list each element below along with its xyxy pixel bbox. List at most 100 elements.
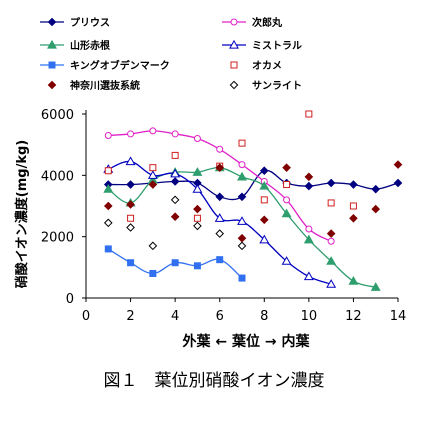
- data-point: [149, 164, 157, 172]
- data-point: [259, 215, 269, 225]
- data-point: [349, 213, 358, 223]
- series: [103, 156, 337, 288]
- data-point: [125, 156, 136, 166]
- data-point: [126, 180, 135, 189]
- legend-swatch-marker: [47, 39, 57, 49]
- data-point: [326, 279, 337, 288]
- data-point: [171, 259, 179, 267]
- data-point: [305, 225, 313, 233]
- x-axis-title: 外葉 ← 葉位 → 内葉: [183, 333, 311, 350]
- legend-item: キングオブデンマーク: [40, 59, 170, 72]
- legend-item: オカメ: [230, 60, 282, 72]
- data-point: [193, 204, 202, 214]
- data-point: [349, 202, 357, 210]
- x-tick-label: 8: [260, 309, 268, 324]
- data-point: [170, 195, 180, 205]
- data-point: [237, 171, 247, 181]
- data-point: [104, 131, 112, 139]
- legend-swatch-marker: [48, 61, 56, 69]
- data-point: [305, 110, 313, 118]
- legend-item: サンライト: [229, 80, 302, 92]
- legend-label: ミストラル: [252, 40, 302, 52]
- legend-label: キングオブデンマーク: [70, 59, 170, 72]
- data-point: [237, 216, 247, 225]
- data-point: [259, 166, 269, 176]
- data-point: [238, 161, 246, 169]
- data-point: [127, 259, 135, 267]
- data-point: [126, 200, 135, 209]
- x-tick-label: 10: [301, 309, 318, 324]
- series: [103, 195, 247, 251]
- data-point: [127, 130, 135, 138]
- data-point: [259, 180, 270, 190]
- legend-label: オカメ: [252, 60, 282, 72]
- data-point: [237, 241, 247, 251]
- data-point: [192, 167, 203, 176]
- data-point: [149, 127, 157, 135]
- series: [104, 245, 246, 282]
- data-point: [103, 201, 113, 211]
- y-axis-title: 硝酸イオン濃度(mg/kg): [14, 140, 30, 288]
- data-point: [326, 229, 336, 238]
- x-tick-label: 0: [82, 309, 90, 324]
- data-point: [283, 196, 291, 204]
- x-tick-label: 6: [216, 309, 224, 324]
- x-tick-label: 2: [126, 309, 134, 324]
- data-point: [103, 218, 113, 228]
- legend-swatch-marker: [230, 18, 238, 26]
- legend-swatch-marker: [47, 17, 57, 27]
- data-point: [281, 256, 292, 265]
- data-point: [215, 192, 225, 202]
- data-point: [170, 168, 181, 178]
- legend-swatch-marker: [229, 39, 239, 49]
- data-point: [303, 234, 314, 244]
- data-point: [215, 229, 225, 238]
- y-tick-label: 6000: [41, 108, 74, 123]
- data-point: [393, 178, 403, 188]
- data-point: [104, 245, 112, 253]
- data-point: [260, 196, 268, 204]
- axes: 0 2 4 6 8 10 12 14 0 2000 4000 6000 外葉 ← 葉位 → 内葉 硝酸イオ…: [14, 108, 406, 350]
- data-point: [127, 214, 135, 222]
- legend-item: 次郎丸: [222, 16, 283, 29]
- data-point: [192, 184, 203, 193]
- data-point: [370, 282, 381, 291]
- legend-item: 山形赤根: [40, 39, 110, 52]
- legend-swatch-marker: [229, 80, 239, 90]
- data-point: [327, 237, 335, 245]
- data-point: [193, 262, 201, 270]
- y-tick-label: 0: [66, 292, 74, 307]
- data-point: [349, 180, 358, 189]
- data-point: [103, 184, 114, 193]
- legend-item: ミストラル: [222, 39, 302, 52]
- data-point: [149, 269, 157, 277]
- data-point: [193, 214, 201, 222]
- x-tick-label: 4: [171, 309, 179, 324]
- data-point: [304, 181, 314, 191]
- series-line: [107, 166, 376, 288]
- data-point: [214, 213, 225, 222]
- data-point: [281, 208, 292, 218]
- y-tick-label: 2000: [41, 231, 74, 246]
- data-point: [259, 234, 270, 244]
- data-point: [237, 233, 247, 243]
- legend-item: プリウス: [40, 16, 110, 29]
- legend-item: 神奈川選抜系統: [47, 79, 140, 92]
- data-point: [215, 163, 225, 172]
- data-point: [371, 204, 381, 214]
- data-point: [327, 199, 335, 207]
- data-point: [126, 223, 135, 232]
- legend-label: 神奈川選抜系統: [70, 79, 140, 92]
- data-point: [326, 178, 336, 188]
- data-point: [148, 241, 158, 251]
- y-tick-label: 4000: [41, 169, 74, 184]
- x-tick-label: 14: [390, 309, 407, 324]
- data-point: [371, 184, 381, 194]
- data-point: [193, 135, 201, 143]
- data-point: [238, 274, 246, 282]
- x-tick-label: 12: [345, 309, 362, 324]
- data-point: [104, 167, 112, 175]
- data-point: [193, 221, 202, 231]
